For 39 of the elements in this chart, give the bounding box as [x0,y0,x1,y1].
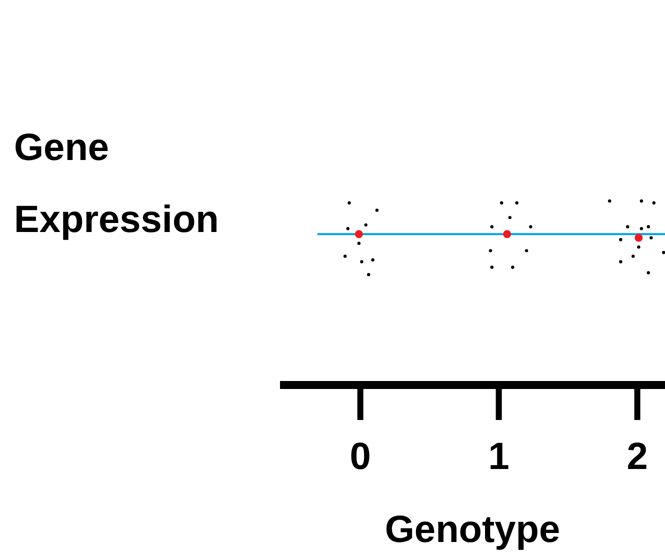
point [650,236,653,240]
point [626,225,630,228]
point [508,216,512,220]
point [662,250,665,254]
point [503,230,512,238]
point [346,227,350,230]
point [343,254,347,258]
point [524,249,528,252]
point [375,208,379,212]
point [619,260,622,264]
point [511,266,514,269]
point [637,245,640,249]
point [529,225,532,228]
point [354,230,363,238]
point [488,249,492,252]
point [348,201,351,204]
x-tick-label: 1 [488,436,510,478]
point [360,260,364,264]
point [367,273,370,276]
point [371,258,374,262]
point [608,199,612,203]
point [490,266,494,269]
point [646,271,650,274]
point [357,242,361,245]
point [619,238,622,242]
point [632,254,635,258]
point [500,201,504,204]
point [634,234,643,242]
point [490,225,494,228]
point [640,199,644,203]
point [515,201,518,204]
point [646,225,650,228]
y-axis-title: Gene Expression [14,126,219,243]
point [652,201,656,204]
point [640,227,644,230]
x-tick-label: 0 [350,436,371,478]
x-axis-title: Genotype [384,509,560,551]
x-tick-label: 2 [626,436,648,478]
point [364,223,368,227]
